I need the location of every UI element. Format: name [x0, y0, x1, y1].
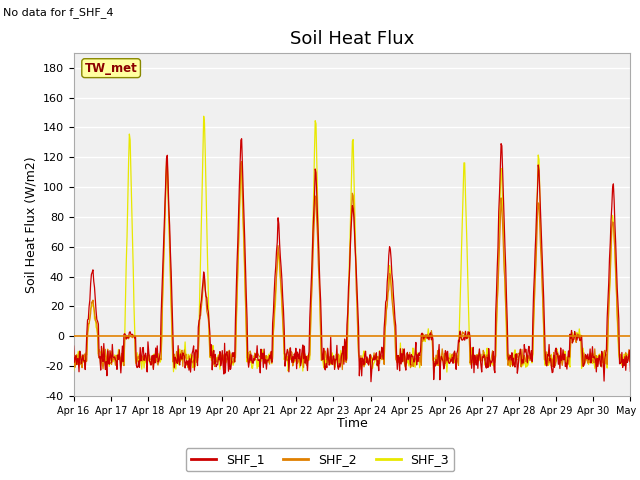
- Text: TW_met: TW_met: [84, 61, 138, 75]
- Title: Soil Heat Flux: Soil Heat Flux: [290, 30, 414, 48]
- X-axis label: Time: Time: [337, 417, 367, 430]
- Text: No data for f_SHF_4: No data for f_SHF_4: [3, 7, 114, 18]
- Y-axis label: Soil Heat Flux (W/m2): Soil Heat Flux (W/m2): [24, 156, 37, 293]
- Legend: SHF_1, SHF_2, SHF_3: SHF_1, SHF_2, SHF_3: [186, 448, 454, 471]
